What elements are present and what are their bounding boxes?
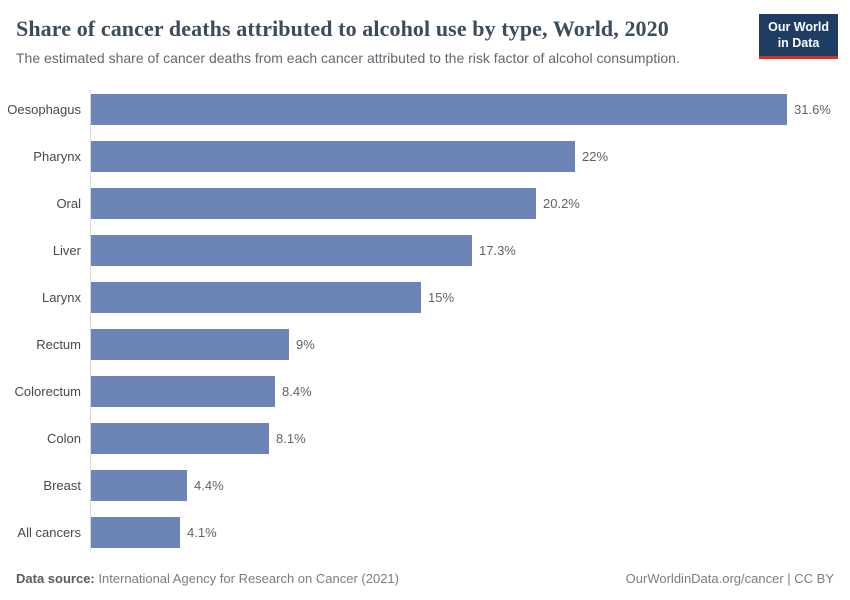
category-label: Breast	[43, 478, 81, 493]
bar[interactable]	[90, 94, 787, 125]
page-title: Share of cancer deaths attributed to alc…	[16, 16, 669, 41]
chart-header: Share of cancer deaths attributed to alc…	[0, 0, 850, 66]
y-axis-line	[90, 90, 91, 552]
owid-logo[interactable]: Our World in Data	[759, 14, 838, 59]
bar[interactable]	[90, 329, 289, 360]
bar-chart: Oesophagus 31.6% Pharynx 22% Oral 20.2% Liver 1…	[0, 86, 850, 556]
category-label: Colon	[47, 431, 81, 446]
bar[interactable]	[90, 282, 421, 313]
bar[interactable]	[90, 141, 575, 172]
value-label: 8.4%	[282, 384, 312, 399]
owid-logo-line2: in Data	[777, 36, 820, 51]
bar-row: Liver 17.3%	[0, 227, 850, 274]
value-label: 22%	[582, 149, 609, 164]
value-label: 15%	[428, 290, 455, 305]
bar-row: All cancers 4.1%	[0, 509, 850, 556]
value-label: 4.1%	[187, 525, 217, 540]
owid-logo-line1: Our World	[768, 20, 829, 34]
bar-row: Breast 4.4%	[0, 462, 850, 509]
bar-row: Colon 8.1%	[0, 415, 850, 462]
chart-rows: Oesophagus 31.6% Pharynx 22% Oral 20.2% Liver 1…	[0, 86, 850, 556]
bar-row: Pharynx 22%	[0, 133, 850, 180]
bar[interactable]	[90, 470, 187, 501]
value-label: 31.6%	[794, 102, 831, 117]
category-label: Pharynx	[33, 149, 81, 164]
bar-row: Oral 20.2%	[0, 180, 850, 227]
bar-row: Colorectum 8.4%	[0, 368, 850, 415]
bar[interactable]	[90, 188, 536, 219]
value-label: 20.2%	[543, 196, 580, 211]
value-label: 17.3%	[479, 243, 516, 258]
chart-subtitle: The estimated share of cancer deaths fro…	[16, 50, 680, 66]
category-label: Colorectum	[14, 384, 81, 399]
data-source: Data source: International Agency for Re…	[16, 571, 399, 586]
category-label: Liver	[52, 243, 81, 258]
chart-footer: Data source: International Agency for Re…	[16, 571, 834, 586]
category-label: Oesophagus	[7, 102, 81, 117]
category-label: Rectum	[36, 337, 81, 352]
bar-row: Larynx 15%	[0, 274, 850, 321]
value-label: 8.1%	[276, 431, 306, 446]
value-label: 4.4%	[194, 478, 224, 493]
category-label: All cancers	[17, 525, 81, 540]
bar-row: Oesophagus 31.6%	[0, 86, 850, 133]
bar[interactable]	[90, 517, 180, 548]
bar[interactable]	[90, 235, 472, 266]
data-source-text: International Agency for Research on Can…	[94, 571, 399, 586]
category-label: Oral	[56, 196, 81, 211]
value-label: 9%	[296, 337, 315, 352]
bar[interactable]	[90, 423, 269, 454]
category-label: Larynx	[41, 290, 81, 305]
bar[interactable]	[90, 376, 275, 407]
credit-link[interactable]: OurWorldinData.org/cancer | CC BY	[625, 571, 834, 586]
data-source-label: Data source:	[16, 571, 95, 586]
bar-row: Rectum 9%	[0, 321, 850, 368]
